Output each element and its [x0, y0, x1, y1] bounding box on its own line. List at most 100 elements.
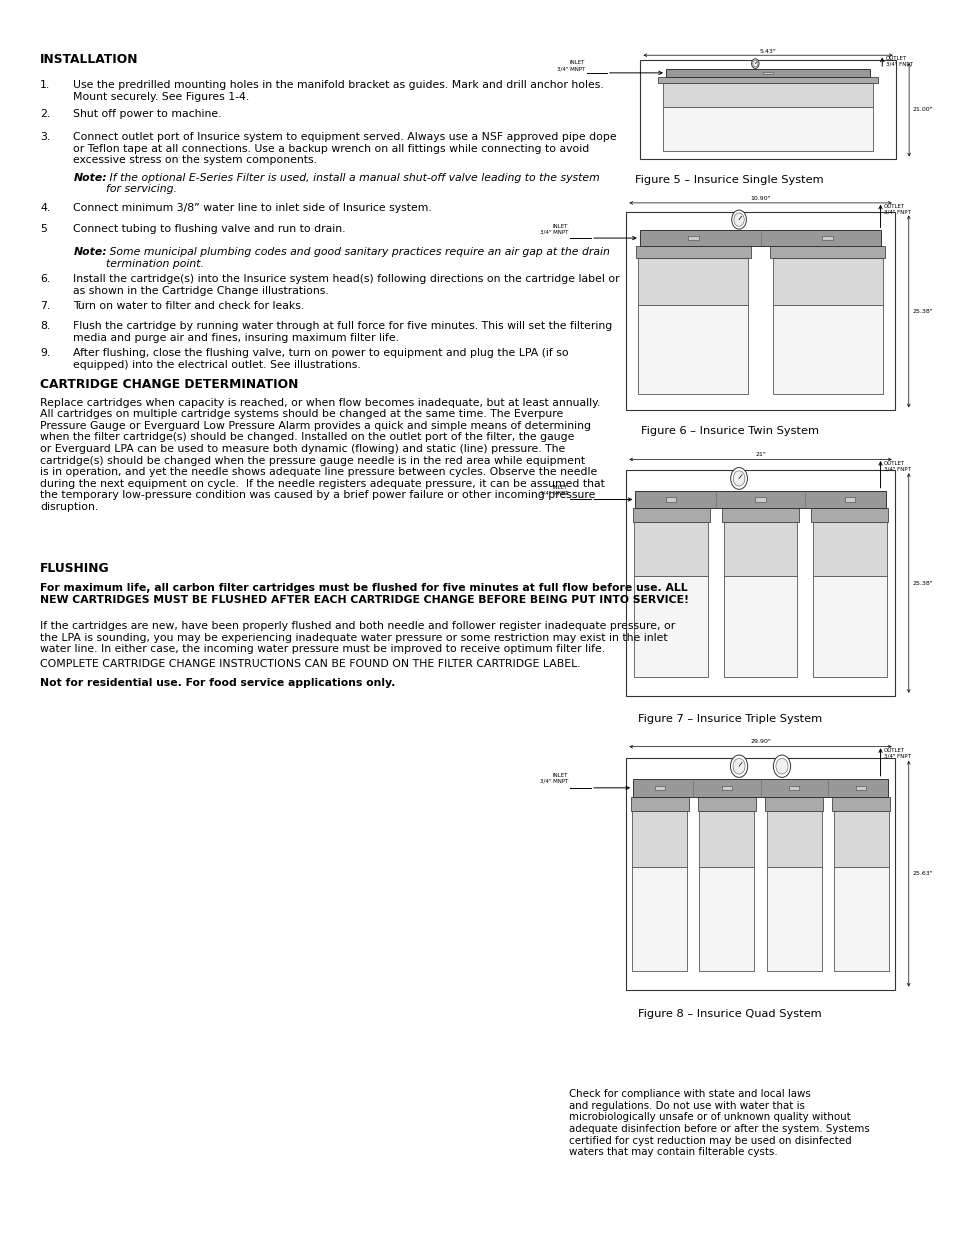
- Bar: [762, 72, 772, 74]
- Circle shape: [775, 758, 787, 774]
- Bar: [658, 77, 877, 83]
- Bar: [662, 106, 872, 151]
- Text: Flush the cartridge by running water through at full force for five minutes. Thi: Flush the cartridge by running water thr…: [73, 321, 612, 342]
- Bar: [821, 236, 832, 240]
- Text: 2.: 2.: [40, 109, 51, 119]
- Bar: [632, 811, 687, 867]
- Bar: [662, 83, 872, 106]
- Bar: [626, 212, 894, 410]
- Circle shape: [733, 212, 743, 226]
- Bar: [626, 758, 894, 989]
- Text: 7.: 7.: [40, 301, 51, 311]
- Bar: [654, 785, 664, 790]
- Bar: [632, 509, 709, 522]
- Text: INLET
3/4" MNPT: INLET 3/4" MNPT: [557, 61, 584, 72]
- Bar: [634, 577, 707, 677]
- Text: 3.: 3.: [40, 132, 51, 142]
- Circle shape: [751, 59, 759, 68]
- Bar: [772, 258, 882, 305]
- Bar: [665, 498, 676, 501]
- Bar: [632, 867, 687, 971]
- Bar: [638, 258, 748, 305]
- Bar: [723, 577, 797, 677]
- Bar: [698, 797, 755, 811]
- Bar: [755, 498, 765, 501]
- Text: Some municipal plumbing codes and good sanitary practices require an air gap at : Some municipal plumbing codes and good s…: [106, 247, 609, 268]
- Text: INLET
3/4" MNPT: INLET 3/4" MNPT: [539, 773, 568, 784]
- Text: Not for residential use. For food service applications only.: Not for residential use. For food servic…: [40, 678, 395, 688]
- Text: Install the cartridge(s) into the Insurice system head(s) following directions o: Install the cartridge(s) into the Insuri…: [73, 274, 619, 295]
- Bar: [720, 785, 732, 790]
- Bar: [634, 522, 707, 577]
- Circle shape: [730, 468, 747, 489]
- Bar: [833, 811, 887, 867]
- Bar: [635, 490, 884, 509]
- Text: Use the predrilled mounting holes in the manifold bracket as guides. Mark and dr: Use the predrilled mounting holes in the…: [73, 80, 603, 101]
- Bar: [788, 785, 799, 790]
- Text: INLET
3/4" MNPT: INLET 3/4" MNPT: [539, 484, 568, 495]
- Bar: [633, 779, 887, 797]
- Text: 1.: 1.: [40, 80, 51, 90]
- Text: OUTLET
3/4" FNPT: OUTLET 3/4" FNPT: [883, 461, 910, 472]
- Text: 29.90": 29.90": [749, 739, 770, 743]
- Bar: [721, 509, 799, 522]
- Text: OUTLET
3/4" FNPT: OUTLET 3/4" FNPT: [883, 204, 910, 215]
- Text: 5: 5: [40, 224, 47, 233]
- Text: COMPLETE CARTRIDGE CHANGE INSTRUCTIONS CAN BE FOUND ON THE FILTER CARTRIDGE LABE: COMPLETE CARTRIDGE CHANGE INSTRUCTIONS C…: [40, 659, 580, 669]
- Bar: [833, 867, 887, 971]
- Circle shape: [732, 758, 744, 774]
- Bar: [813, 522, 885, 577]
- Text: 25.63": 25.63": [911, 871, 932, 876]
- Text: Note:: Note:: [73, 173, 107, 183]
- Bar: [665, 69, 869, 77]
- Text: Replace cartridges when capacity is reached, or when flow becomes inadequate, bu: Replace cartridges when capacity is reac…: [40, 398, 604, 513]
- Text: OUTLET
3/4" FNPT: OUTLET 3/4" FNPT: [884, 56, 911, 67]
- Text: Connect outlet port of Insurice system to equipment served. Always use a NSF app: Connect outlet port of Insurice system t…: [73, 132, 617, 165]
- Text: CARTRIDGE CHANGE DETERMINATION: CARTRIDGE CHANGE DETERMINATION: [40, 378, 298, 391]
- Text: 4.: 4.: [40, 203, 51, 212]
- Text: INLET
3/4" MNPT: INLET 3/4" MNPT: [539, 224, 568, 235]
- Text: For maximum life, all carbon filter cartridges must be flushed for five minutes : For maximum life, all carbon filter cart…: [40, 583, 688, 604]
- Text: 21.00": 21.00": [911, 107, 932, 112]
- Text: Check for compliance with state and local laws
and regulations. Do not use with : Check for compliance with state and loca…: [568, 1089, 868, 1157]
- Text: 25.38": 25.38": [911, 580, 932, 585]
- Circle shape: [733, 471, 744, 487]
- Text: 6.: 6.: [40, 274, 51, 284]
- Bar: [813, 577, 885, 677]
- Bar: [811, 509, 887, 522]
- Text: Figure 7 – Insurice Triple System: Figure 7 – Insurice Triple System: [637, 714, 821, 724]
- Circle shape: [773, 755, 790, 777]
- Text: OUTLET
3/4" FNPT: OUTLET 3/4" FNPT: [883, 748, 910, 758]
- Text: 21": 21": [755, 452, 765, 457]
- Text: 10.90": 10.90": [749, 195, 770, 200]
- Bar: [639, 230, 881, 246]
- Bar: [630, 797, 688, 811]
- Text: Figure 5 – Insurice Single System: Figure 5 – Insurice Single System: [635, 175, 823, 185]
- Text: FLUSHING: FLUSHING: [40, 562, 110, 576]
- Bar: [635, 246, 750, 258]
- Text: Shut off power to machine.: Shut off power to machine.: [73, 109, 222, 119]
- Text: If the cartridges are new, have been properly flushed and both needle and follow: If the cartridges are new, have been pro…: [40, 621, 675, 655]
- Bar: [855, 785, 865, 790]
- Bar: [699, 867, 754, 971]
- Text: After flushing, close the flushing valve, turn on power to equipment and plug th: After flushing, close the flushing valve…: [73, 348, 569, 369]
- Bar: [638, 305, 748, 394]
- Circle shape: [730, 755, 747, 777]
- Bar: [831, 797, 889, 811]
- Text: 8.: 8.: [40, 321, 51, 331]
- Bar: [843, 498, 854, 501]
- Bar: [769, 246, 884, 258]
- Bar: [639, 61, 895, 159]
- Text: INSTALLATION: INSTALLATION: [40, 53, 138, 67]
- Text: Note:: Note:: [73, 247, 107, 257]
- Text: Turn on water to filter and check for leaks.: Turn on water to filter and check for le…: [73, 301, 304, 311]
- Bar: [766, 811, 821, 867]
- Bar: [626, 471, 894, 695]
- Text: Figure 6 – Insurice Twin System: Figure 6 – Insurice Twin System: [640, 426, 818, 436]
- Text: 25.38": 25.38": [911, 309, 932, 314]
- Bar: [699, 811, 754, 867]
- Bar: [687, 236, 698, 240]
- Text: If the optional E-Series Filter is used, install a manual shut-off valve leading: If the optional E-Series Filter is used,…: [106, 173, 599, 194]
- Bar: [766, 867, 821, 971]
- Text: 5.43": 5.43": [759, 49, 776, 54]
